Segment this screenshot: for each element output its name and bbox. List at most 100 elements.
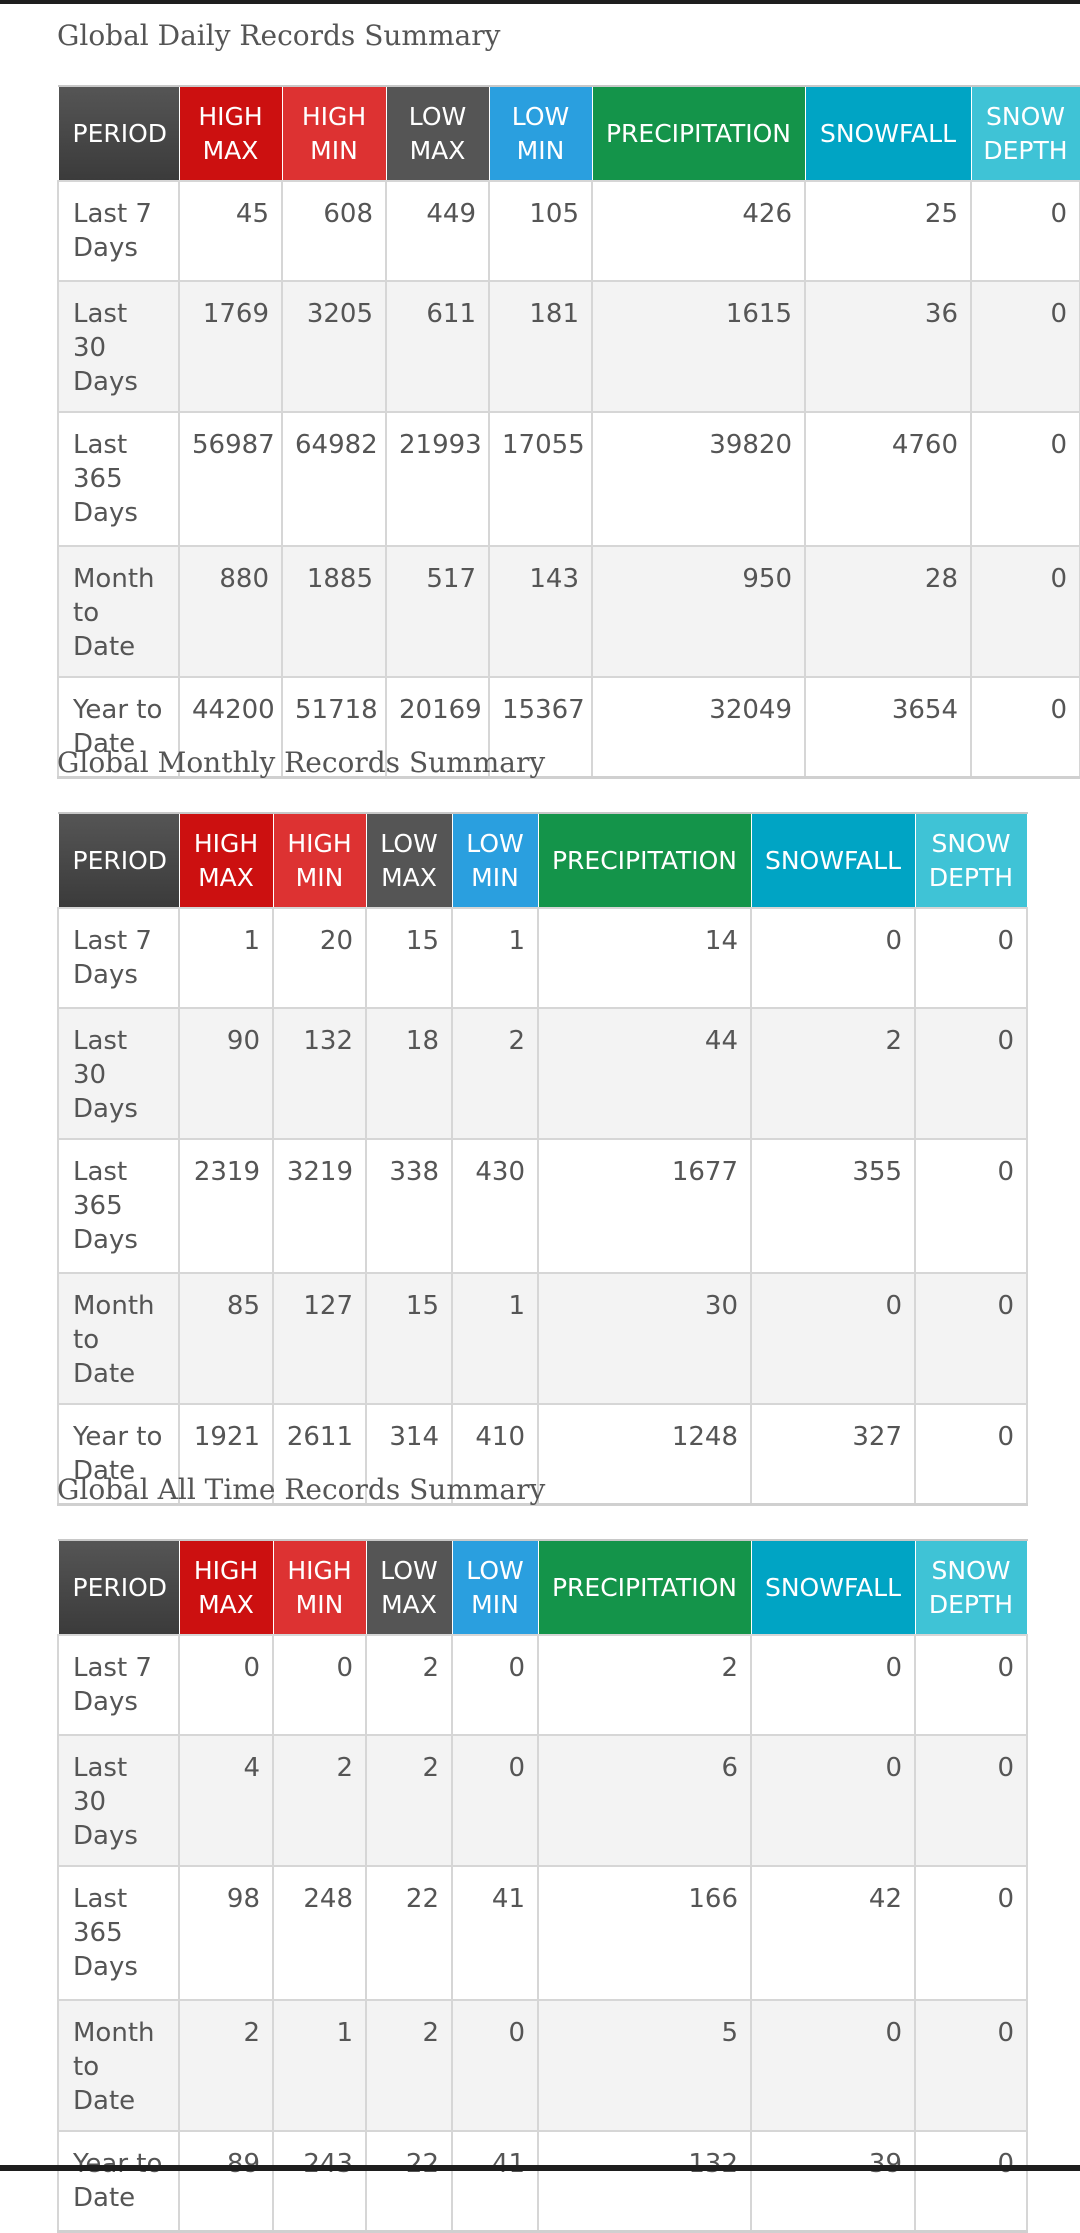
column-header-line: DEPTH — [983, 135, 1068, 165]
value-cell-snowfall: 2 — [750, 1007, 916, 1140]
value-cell-high-min: 132 — [272, 1007, 367, 1140]
value-cell-low-min: 41 — [451, 2130, 539, 2233]
value-cell-snowfall: 39 — [750, 2130, 916, 2233]
value-cell-precipitation: 6 — [537, 1734, 752, 1867]
value-cell-snow-depth: 0 — [970, 545, 1080, 678]
value-cell-low-max: 15 — [365, 1272, 453, 1405]
value-cell-low-max: 22 — [365, 1865, 453, 2001]
value-cell-low-min: 105 — [488, 180, 593, 282]
column-header-line: LOW — [511, 101, 570, 131]
value-cell-low-max: 338 — [365, 1138, 453, 1274]
column-header-high-max: HIGH MAX — [178, 1539, 274, 1636]
value-cell-snowfall: 4760 — [804, 411, 972, 547]
table-row: Year to Date 89 243 22 41 132 39 0 — [57, 2130, 1028, 2233]
value-cell-snow-depth: 0 — [914, 1403, 1028, 1506]
period-cell: Month to Date — [57, 1999, 180, 2132]
column-header-line: MAX — [202, 135, 259, 165]
value-cell-snow-depth: 0 — [970, 411, 1080, 547]
value-cell-precipitation: 14 — [537, 907, 752, 1009]
value-cell-precipitation: 132 — [537, 2130, 752, 2233]
value-cell-precipitation: 32049 — [591, 676, 806, 779]
value-cell-low-min: 143 — [488, 545, 593, 678]
value-cell-high-max: 45 — [178, 180, 283, 282]
value-cell-high-min: 64982 — [281, 411, 387, 547]
value-cell-high-min: 243 — [272, 2130, 367, 2233]
column-header-line: HIGH — [193, 1555, 259, 1585]
value-cell-high-min: 127 — [272, 1272, 367, 1405]
column-header-line: LOW — [380, 1555, 438, 1585]
value-cell-low-max: 2 — [365, 1999, 453, 2132]
value-cell-low-max: 517 — [385, 545, 490, 678]
column-header-line: SNOW — [931, 1555, 1011, 1585]
period-cell: Last 365 Days — [57, 1865, 180, 2001]
column-header-precipitation: PRECIPITATION — [537, 812, 752, 909]
value-cell-high-max: 98 — [178, 1865, 274, 2001]
column-header-low-min: LOW MIN — [488, 85, 593, 182]
value-cell-snowfall: 25 — [804, 180, 972, 282]
column-header-line: MIN — [295, 1589, 344, 1619]
value-cell-snow-depth: 0 — [914, 1999, 1028, 2132]
value-cell-low-min: 15367 — [488, 676, 593, 779]
column-header-snowfall: SNOWFALL — [750, 1539, 916, 1636]
header-row: PERIOD HIGH MAX HIGH MIN LOW MAX LOW MIN PRECIPIT… — [57, 85, 1080, 182]
column-header-line: LOW — [408, 101, 467, 131]
column-header-precipitation: PRECIPITATION — [537, 1539, 752, 1636]
value-cell-low-min: 1 — [451, 1272, 539, 1405]
table-row: Last 365 Days 56987 64982 21993 17055 39820 47… — [57, 411, 1080, 547]
table-row: Month to Date 2 1 2 0 5 0 0 — [57, 1999, 1028, 2132]
value-cell-low-max: 18 — [365, 1007, 453, 1140]
value-cell-precipitation: 166 — [537, 1865, 752, 2001]
column-header-period: PERIOD — [57, 85, 180, 182]
value-cell-high-max: 56987 — [178, 411, 283, 547]
value-cell-high-max: 89 — [178, 2130, 274, 2233]
period-cell: Last 30 Days — [57, 1734, 180, 1867]
daily-records-title: Global Daily Records Summary — [57, 19, 501, 52]
value-cell-high-max: 4 — [178, 1734, 274, 1867]
column-header-snow-depth: SNOW DEPTH — [970, 85, 1080, 182]
value-cell-snowfall: 0 — [750, 1272, 916, 1405]
column-header-precipitation: PRECIPITATION — [591, 85, 806, 182]
header-row: PERIOD HIGH MAX HIGH MIN LOW MAX LOW MIN PRECIPIT… — [57, 1539, 1028, 1636]
period-cell: Year to Date — [57, 2130, 180, 2233]
value-cell-low-max: 21993 — [385, 411, 490, 547]
daily-records-table: PERIOD HIGH MAX HIGH MIN LOW MAX LOW MIN PRECIPIT… — [57, 85, 1080, 779]
period-cell: Last 365 Days — [57, 411, 180, 547]
value-cell-low-max: 20169 — [385, 676, 490, 779]
top-bar — [0, 0, 1080, 4]
column-header-line: MIN — [310, 135, 358, 165]
monthly-records-title: Global Monthly Records Summary — [57, 746, 546, 779]
table-row: Month to Date 85 127 15 1 30 0 0 — [57, 1272, 1028, 1405]
value-cell-low-min: 41 — [451, 1865, 539, 2001]
column-header-high-max: HIGH MAX — [178, 85, 283, 182]
value-cell-low-min: 0 — [451, 1999, 539, 2132]
column-header-line: LOW — [466, 1555, 524, 1585]
column-header-line: MIN — [516, 135, 565, 165]
value-cell-low-min: 181 — [488, 280, 593, 413]
value-cell-precipitation: 1677 — [537, 1138, 752, 1274]
value-cell-precipitation: 5 — [537, 1999, 752, 2132]
value-cell-precipitation: 1248 — [537, 1403, 752, 1506]
period-cell: Last 30 Days — [57, 1007, 180, 1140]
column-header-low-max: LOW MAX — [385, 85, 490, 182]
value-cell-precipitation: 39820 — [591, 411, 806, 547]
column-header-line: MIN — [471, 1589, 519, 1619]
column-header-snowfall: SNOWFALL — [804, 85, 972, 182]
value-cell-high-max: 880 — [178, 545, 283, 678]
value-cell-high-min: 0 — [272, 1634, 367, 1736]
value-cell-low-max: 611 — [385, 280, 490, 413]
column-header-line: DEPTH — [928, 1589, 1014, 1619]
value-cell-high-min: 3205 — [281, 280, 387, 413]
value-cell-snow-depth: 0 — [914, 1138, 1028, 1274]
column-header-line: MIN — [295, 862, 344, 892]
value-cell-high-min: 3219 — [272, 1138, 367, 1274]
value-cell-precipitation: 44 — [537, 1007, 752, 1140]
value-cell-snowfall: 3654 — [804, 676, 972, 779]
value-cell-high-max: 44200 — [178, 676, 283, 779]
value-cell-low-min: 1 — [451, 907, 539, 1009]
column-header-high-min: HIGH MIN — [281, 85, 387, 182]
value-cell-precipitation: 30 — [537, 1272, 752, 1405]
value-cell-snow-depth: 0 — [914, 1272, 1028, 1405]
value-cell-high-min: 1885 — [281, 545, 387, 678]
column-header-line: SNOW — [931, 828, 1011, 858]
value-cell-snow-depth: 0 — [914, 1634, 1028, 1736]
